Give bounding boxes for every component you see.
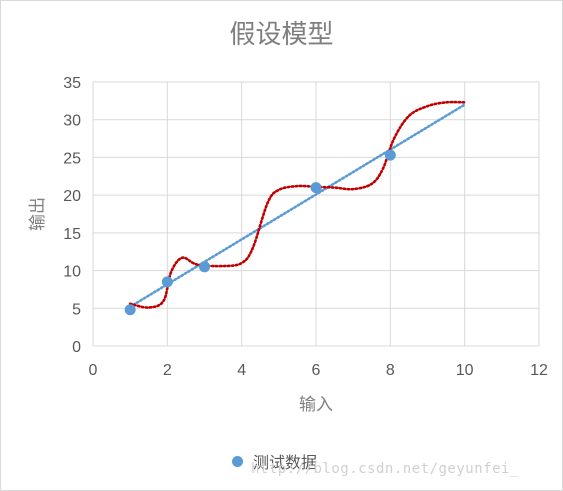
x-tick-label: 2 — [163, 362, 172, 379]
y-tick-label: 30 — [63, 113, 81, 130]
y-tick-label: 5 — [72, 301, 81, 318]
y-tick-label: 0 — [72, 339, 81, 356]
data-point — [124, 304, 136, 316]
data-point — [199, 261, 210, 273]
y-tick-label: 25 — [63, 150, 81, 167]
y-tick-label: 20 — [63, 188, 81, 205]
linear-trendline — [128, 103, 466, 309]
y-tick-label: 10 — [63, 264, 81, 281]
x-tick-label: 10 — [456, 362, 474, 379]
watermark: http://blog.csdn.net/geyunfei_ — [251, 461, 519, 477]
legend: 测试数据 — [232, 449, 317, 473]
data-point — [384, 149, 396, 161]
y-tick-label: 35 — [63, 75, 81, 92]
x-tick-label: 6 — [312, 362, 321, 379]
polynomial-curve — [128, 100, 466, 309]
legend-marker — [232, 455, 243, 467]
x-tick-label: 8 — [386, 362, 395, 379]
chart-title: 假设模型 — [229, 20, 334, 50]
data-point — [161, 276, 173, 288]
y-axis-label: 输出 — [28, 197, 48, 231]
x-axis-label: 输入 — [299, 395, 333, 415]
x-tick-label: 4 — [237, 362, 246, 379]
legend-label: 测试数据 — [253, 453, 318, 472]
y-tick-label: 15 — [63, 226, 81, 243]
x-tick-label: 12 — [530, 362, 548, 379]
x-tick-label: 0 — [89, 362, 98, 379]
data-point — [310, 182, 322, 194]
